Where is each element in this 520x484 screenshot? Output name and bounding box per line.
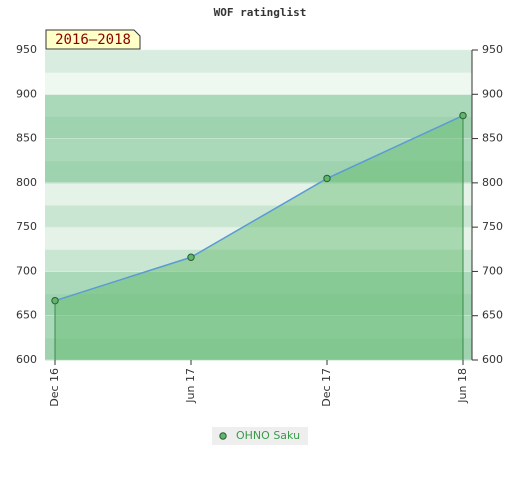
point [323,174,331,183]
point [459,111,467,120]
y-tick-label-right: 650 [482,309,503,322]
x-tick-label: Jun 18 [456,368,469,404]
band [45,138,472,162]
y-tick-label-right: 900 [482,87,503,100]
band [45,315,472,339]
y-tick-label-right: 750 [482,220,503,233]
band [45,182,472,206]
x-tick-label: Jun 17 [184,368,197,404]
x-tick-label: Dec 17 [320,368,333,407]
band [45,205,472,228]
band [45,72,472,95]
y-tick-label-right: 950 [482,43,503,56]
plot-background [45,50,472,361]
band [45,94,472,117]
band [45,249,472,272]
legend-marker [219,432,227,440]
annotation: 2016–2018 [55,32,131,48]
y-tick-label: 750 [16,220,37,233]
line [54,114,464,302]
band [45,271,472,295]
y-tick-label: 800 [16,176,37,189]
area [55,115,463,361]
annotation-box [45,29,141,50]
y-tick-label: 600 [16,353,37,366]
band [45,160,472,184]
band [45,227,472,250]
y-tick-label: 850 [16,132,37,145]
y-tick-label: 700 [16,264,37,277]
y-tick-label: 650 [16,309,37,322]
point [51,296,59,305]
y-tick-label-right: 800 [482,176,503,189]
y-tick-label-right: 600 [482,353,503,366]
y-tick-label: 950 [16,43,37,56]
y-tick-label: 900 [16,87,37,100]
chart-title: WOF ratinglist [214,6,307,19]
legend-box [212,427,308,445]
point [187,253,195,261]
y-tick-label-right: 850 [482,132,503,145]
y-tick-label-right: 700 [482,264,503,277]
band [45,337,472,361]
band [45,293,472,317]
legend-label: OHNO Saku [236,429,300,442]
band [45,116,472,140]
x-tick-label: Dec 16 [48,368,61,407]
band [45,50,472,73]
